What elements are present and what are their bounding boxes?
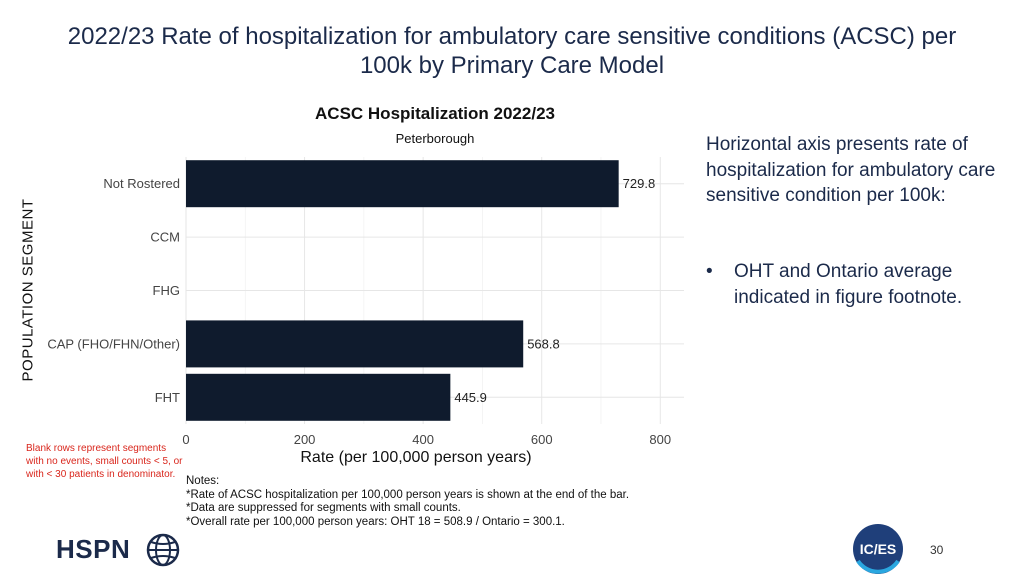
slide-title: 2022/23 Rate of hospitalization for ambu…: [67, 23, 957, 79]
bar: [186, 160, 619, 208]
category-label: CAP (FHO/FHN/Other): [47, 336, 180, 351]
bullet-item: • OHT and Ontario average indicated in f…: [706, 259, 1006, 310]
axis-explanation: Horizontal axis presents rate of hospita…: [706, 134, 996, 206]
bar: [186, 373, 451, 421]
note-suppressed: *Data are suppressed for segments with s…: [186, 502, 461, 514]
note-overall: *Overall rate per 100,000 person years: …: [186, 515, 565, 528]
x-axis-label: Rate (per 100,000 person years): [300, 449, 532, 466]
category-label: Not Rostered: [103, 176, 180, 191]
globe-icon: [146, 533, 180, 567]
x-tick-label: 400: [412, 432, 434, 447]
x-tick-label: 800: [649, 432, 671, 447]
category-label: CCM: [150, 230, 180, 245]
footnotes: Notes: *Rate of ACSC hospitalization per…: [186, 475, 706, 529]
hspn-logo: HSPN: [56, 534, 131, 564]
x-tick-label: 600: [531, 432, 553, 447]
y-axis-label: POPULATION SEGMENT: [19, 198, 37, 382]
ices-logo-text: IC/ES: [860, 541, 897, 557]
category-label: FHG: [153, 283, 180, 298]
category-label: FHT: [155, 390, 180, 405]
data-label: 729.8: [623, 176, 656, 191]
bullet-marker: •: [706, 261, 713, 282]
x-tick-label: 200: [294, 432, 316, 447]
chart-subtitle: Peterborough: [395, 131, 475, 146]
bar: [186, 320, 524, 368]
x-tick-label: 0: [182, 432, 189, 447]
page-number: 30: [930, 543, 944, 557]
bullet-text: OHT and Ontario average indicated in fig…: [734, 261, 963, 308]
notes-heading: Notes:: [186, 475, 220, 487]
data-label: 568.8: [527, 336, 560, 351]
ices-logo: IC/ES: [853, 524, 903, 574]
chart-title: ACSC Hospitalization 2022/23: [315, 104, 555, 123]
blank-rows-note: Blank rows represent segments with no ev…: [26, 443, 183, 480]
note-rate: *Rate of ACSC hospitalization per 100,00…: [186, 488, 630, 501]
data-label: 445.9: [454, 390, 487, 405]
